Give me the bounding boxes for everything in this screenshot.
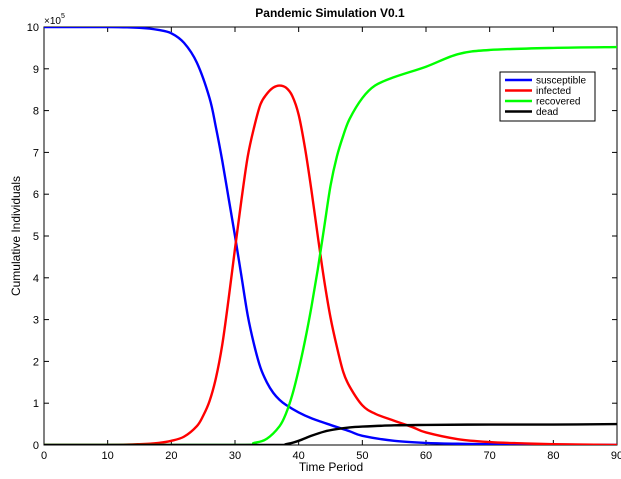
x-tick-label: 30	[229, 450, 241, 462]
series-line-infected	[44, 84, 617, 445]
x-tick-label: 70	[484, 450, 496, 462]
series-line-recovered	[44, 45, 617, 445]
x-tick-label: 60	[420, 450, 432, 462]
y-tick-label: 6	[33, 189, 39, 201]
legend-label-dead: dead	[536, 107, 558, 118]
series-group	[44, 27, 617, 445]
y-tick-label: 3	[33, 315, 39, 327]
x-axis-label: Time Period	[299, 460, 363, 474]
y-tick-label: 7	[33, 147, 39, 159]
y-exponent-base: ×10	[44, 16, 61, 27]
legend-label-recovered: recovered	[536, 97, 580, 108]
y-tick-label: 5	[33, 231, 39, 243]
y-exponent-power: 5	[61, 13, 65, 20]
y-tick-label: 9	[33, 64, 39, 76]
y-tick-label: 4	[33, 273, 39, 285]
plot-area: 0 10 20 30 40 50 60 70 80 90 0 1 2 3 4 5 6 7 8 9 10	[27, 22, 621, 462]
series-line-susceptible	[44, 27, 617, 445]
series-line-dead	[44, 422, 617, 445]
legend-label-susceptible: susceptible	[536, 76, 586, 87]
y-tick-label: 10	[27, 22, 39, 34]
x-tick-label: 90	[611, 450, 621, 462]
y-tick-label: 1	[33, 398, 39, 410]
x-tick-label: 20	[165, 450, 177, 462]
x-tick-label: 0	[41, 450, 47, 462]
legend-label-infected: infected	[536, 86, 571, 97]
y-tick-label: 0	[33, 440, 39, 452]
y-tick-label: 2	[33, 356, 39, 368]
x-tick-label: 40	[293, 450, 305, 462]
y-axis-label: Cumulative Individuals	[9, 176, 23, 296]
x-tick-label: 80	[547, 450, 559, 462]
chart-title: Pandemic Simulation V0.1	[255, 6, 405, 20]
y-tick-label: 8	[33, 106, 39, 118]
x-tick-label: 10	[102, 450, 114, 462]
x-tick-label: 50	[356, 450, 368, 462]
